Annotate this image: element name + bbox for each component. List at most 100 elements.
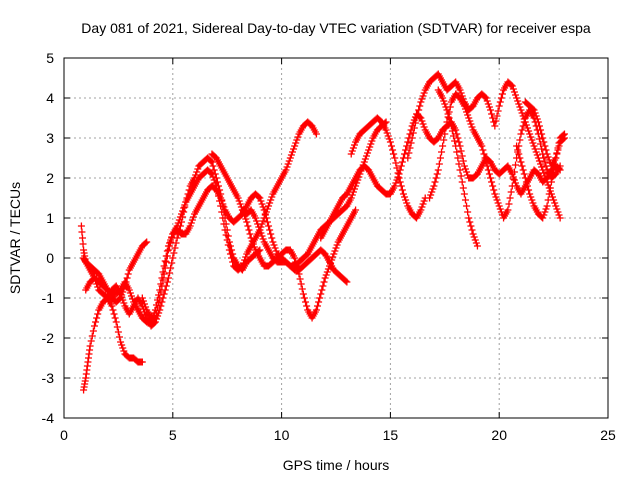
data-point [390, 150, 398, 158]
data-point [242, 253, 250, 261]
data-point [218, 197, 226, 205]
data-point [367, 140, 375, 148]
data-point [219, 200, 227, 208]
data-point [208, 170, 216, 178]
data-point [250, 243, 258, 251]
data-point [466, 218, 474, 226]
data-point [93, 314, 101, 322]
x-tick-label: 25 [600, 427, 616, 443]
data-point [527, 133, 535, 141]
data-point [180, 204, 188, 212]
data-point [333, 241, 341, 249]
data-point [259, 203, 267, 211]
data-point [266, 199, 274, 207]
data-point [352, 206, 360, 214]
data-point [456, 86, 464, 94]
data-point [258, 200, 266, 208]
data-point [331, 247, 339, 255]
data-point [463, 202, 471, 210]
data-point [418, 117, 426, 125]
x-tick-label: 15 [383, 427, 399, 443]
data-point [119, 344, 127, 352]
data-point [223, 236, 231, 244]
data-point [529, 199, 537, 207]
data-point [512, 179, 520, 187]
data-point [156, 294, 164, 302]
satellite-track-12 [434, 86, 481, 250]
data-point [491, 122, 499, 130]
data-point [455, 138, 463, 146]
data-point [255, 223, 263, 231]
data-point [127, 292, 135, 300]
data-point [77, 222, 85, 230]
data-point [392, 159, 400, 167]
data-point [296, 275, 304, 283]
data-point [417, 206, 425, 214]
data-point [166, 242, 174, 250]
data-point [393, 164, 401, 172]
data-point [442, 124, 450, 132]
data-point [292, 139, 300, 147]
data-point [443, 106, 451, 114]
data-point [171, 244, 179, 252]
satellite-track-2 [80, 294, 146, 394]
data-point [221, 226, 229, 234]
data-point [535, 157, 543, 165]
data-point [466, 117, 474, 125]
data-point [266, 226, 274, 234]
data-point [364, 149, 372, 157]
data-point [508, 182, 516, 190]
data-point [440, 136, 448, 144]
data-point [256, 226, 264, 234]
data-point [123, 274, 131, 282]
data-point [272, 247, 280, 255]
data-point [513, 94, 521, 102]
y-tick-label: 5 [46, 50, 54, 66]
data-point [482, 158, 490, 166]
data-point [441, 130, 449, 138]
data-point [491, 190, 499, 198]
data-point [290, 145, 298, 153]
data-point [473, 242, 481, 250]
data-point [293, 136, 301, 144]
data-point [329, 253, 337, 261]
data-point [489, 182, 497, 190]
data-point [158, 282, 166, 290]
data-point [263, 205, 271, 213]
data-point [431, 178, 439, 186]
data-point [539, 134, 547, 142]
data-point [342, 277, 350, 285]
data-point [303, 302, 311, 310]
data-point [523, 182, 531, 190]
data-point [488, 178, 496, 186]
data-point [457, 147, 465, 155]
data-point [417, 98, 425, 106]
data-point [238, 262, 246, 270]
data-point [521, 174, 529, 182]
data-point [478, 142, 486, 150]
y-tick-label: -4 [42, 410, 55, 426]
data-point [428, 188, 436, 196]
data-point [172, 239, 180, 247]
data-point [492, 193, 500, 201]
data-point [158, 298, 166, 306]
data-point [483, 97, 491, 105]
data-point [115, 333, 123, 341]
data-point [211, 179, 219, 187]
data-point [488, 110, 496, 118]
data-point [246, 230, 254, 238]
data-point [415, 106, 423, 114]
data-point [452, 142, 460, 150]
data-point [235, 197, 243, 205]
data-point [349, 144, 357, 152]
data-point [283, 163, 291, 171]
data-point [284, 160, 292, 168]
data-point [522, 178, 530, 186]
data-point [446, 118, 454, 126]
data-point [419, 200, 427, 208]
data-point [507, 81, 515, 89]
data-point [529, 139, 537, 147]
data-point [467, 120, 475, 128]
data-point [247, 234, 255, 242]
data-point [267, 196, 275, 204]
